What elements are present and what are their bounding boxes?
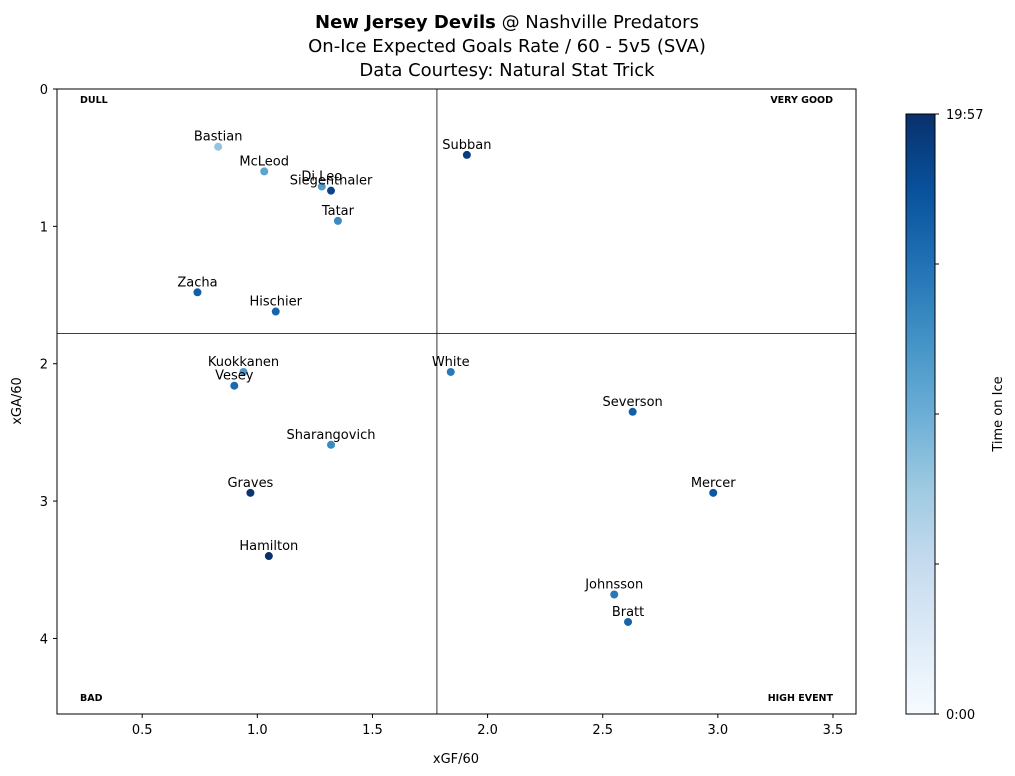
x-tick-label: 1.0 [247,723,268,738]
colorbar-max-label: 19:57 [946,108,983,123]
data-point [264,552,273,561]
data-points [193,142,718,626]
y-tick-label: 1 [40,220,48,235]
data-point-label: Tatar [321,204,355,219]
x-tick-label: 2.5 [592,723,613,738]
data-point [446,367,455,376]
quadrant-label-high-event: HIGH EVENT [768,693,834,704]
colorbar-label: Time on Ice [991,376,1006,452]
data-point-label: Vesey [215,369,254,384]
quadrant-label-bad: BAD [80,693,103,704]
x-tick-label: 3.0 [708,723,729,738]
data-point-label: Di Leo [301,170,342,185]
data-point-label: McLeod [239,154,289,169]
data-point-label: Siegenthaler [290,174,373,189]
data-point [462,150,471,159]
chart-title-line1: New Jersey Devils @ Nashville Predators [315,12,699,33]
data-point [317,182,326,191]
x-axis-label: xGF/60 [433,752,479,767]
data-point-label: Mercer [691,476,736,491]
chart-title-team: New Jersey Devils [315,12,496,33]
data-point [246,488,255,497]
y-tick-label: 2 [40,358,48,373]
data-point-label: White [432,355,470,370]
data-point-label: Kuokkanen [208,355,279,370]
data-point [271,307,280,316]
data-point-label: Sharangovich [287,428,376,443]
y-axis-ticks: 0 1 2 3 4 [40,83,57,647]
data-point-label: Hischier [249,295,302,310]
y-tick-label: 3 [40,495,48,510]
reference-lines [57,89,856,714]
y-tick-label: 0 [40,83,48,98]
data-point [239,367,248,376]
data-point-label: Bratt [612,605,644,620]
x-tick-label: 0.5 [132,723,153,738]
data-point [230,381,239,390]
data-point [214,142,223,151]
data-point [610,590,619,599]
chart-title-opponent: @ Nashville Predators [496,12,699,33]
x-axis-ticks: 0.5 1.0 1.5 2.0 2.5 3.0 3.5 [132,714,843,738]
plot-area [56,88,857,715]
data-point-label: Severson [603,395,663,410]
y-axis-label: xGA/60 [10,377,25,425]
data-point-label: Hamilton [239,539,298,554]
data-point [260,167,269,176]
chart-title-line2: On-Ice Expected Goals Rate / 60 - 5v5 (S… [308,36,706,57]
y-tick-label: 4 [40,632,48,647]
data-point-label: Johnsson [584,577,643,592]
data-point [333,216,342,225]
data-point [709,488,718,497]
data-point-label: Bastian [194,130,243,145]
colorbar-ticks [935,113,939,715]
data-point [624,617,633,626]
x-tick-label: 2.0 [477,723,498,738]
x-tick-label: 1.5 [362,723,383,738]
data-point-label: Zacha [177,275,217,290]
data-point-label: Graves [227,476,273,491]
data-point [327,186,336,195]
data-point-label: Subban [442,138,491,153]
x-tick-label: 3.5 [823,723,844,738]
data-point [327,440,336,449]
data-point [193,288,202,297]
colorbar [905,113,936,715]
chart-title-line3: Data Courtesy: Natural Stat Trick [359,60,655,81]
data-point [628,407,637,416]
quadrant-label-very-good: VERY GOOD [770,95,833,106]
quadrant-label-dull: DULL [80,95,108,106]
colorbar-min-label: 0:00 [946,708,975,723]
